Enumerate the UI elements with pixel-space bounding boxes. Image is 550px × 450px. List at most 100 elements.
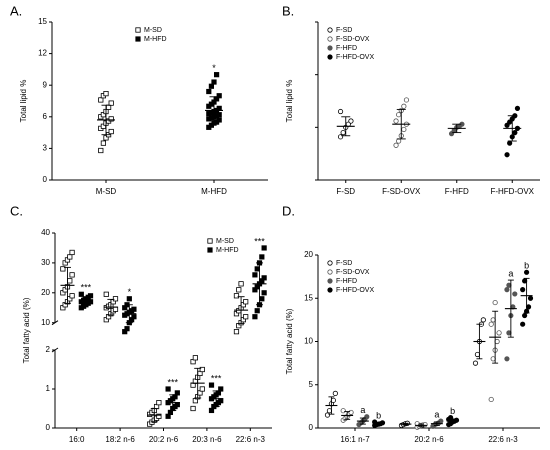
data-point [216, 112, 222, 118]
y-tick-label: 10 [304, 337, 313, 346]
y-tick-label: 0 [43, 175, 48, 184]
legend-marker [327, 260, 333, 266]
data-point [199, 386, 205, 392]
data-point [337, 134, 344, 140]
data-point [192, 355, 198, 361]
y-tick-label: 40 [41, 228, 50, 237]
data-point [131, 314, 137, 320]
y-tick-label: 2 [46, 345, 51, 354]
data-point [233, 329, 240, 335]
data-point [340, 408, 346, 414]
data-point [504, 286, 510, 293]
data-point [156, 413, 162, 419]
x-tick-label: M-HFD [201, 187, 227, 196]
y-axis-label: Total fatty acid (%) [22, 297, 31, 363]
data-point [514, 105, 521, 111]
data-point [98, 97, 104, 103]
legend-marker [327, 278, 333, 284]
y-tick-label: 10 [41, 318, 50, 327]
data-point [98, 147, 104, 154]
legend-label: M-SD [216, 238, 234, 245]
data-point [216, 117, 222, 123]
data-point [103, 91, 109, 97]
x-tick-label: 18:2 n-6 [105, 435, 135, 444]
x-tick-label: 16:1 n-7 [340, 435, 370, 444]
data-point [60, 266, 66, 272]
data-point [393, 118, 399, 124]
data-point [156, 400, 162, 406]
x-tick-label: F-HFD-OVX [490, 187, 534, 196]
y-tick-label: 5 [309, 380, 314, 389]
legend-marker [207, 247, 213, 253]
data-point [206, 88, 212, 95]
data-point [208, 83, 214, 89]
data-point [243, 314, 249, 320]
x-tick-label: 20:2 n-6 [149, 435, 179, 444]
legend-marker [327, 54, 333, 60]
data-point [504, 152, 510, 158]
significance-label: *** [167, 377, 178, 387]
data-point [472, 360, 479, 366]
axis-break [51, 320, 59, 326]
y-axis-label: Total fatty acid (%) [285, 308, 294, 374]
y-tick-label: 0 [309, 423, 314, 432]
y-tick-label: 15 [38, 17, 47, 26]
data-point [131, 306, 137, 312]
data-point [504, 356, 510, 362]
x-tick-label: F-HFD [445, 187, 469, 196]
data-point [112, 306, 119, 312]
data-point [254, 266, 260, 272]
data-point [480, 317, 486, 323]
legend-marker [327, 45, 333, 51]
significance-label: *** [254, 236, 265, 246]
x-tick-label: 22:6 n-3 [488, 435, 518, 444]
data-point [69, 249, 75, 256]
significance-label: *** [81, 283, 92, 293]
legend-label: M-HFD [216, 247, 239, 254]
data-point [522, 312, 528, 319]
data-point [340, 130, 346, 136]
data-point [233, 293, 240, 299]
x-tick-label: M-SD [96, 187, 117, 196]
legend-label: F-SD [336, 27, 352, 34]
significance-label: a [360, 405, 365, 415]
data-point [87, 293, 94, 299]
significance-label: b [376, 410, 381, 420]
data-point [108, 116, 114, 122]
legend-label: M-SD [144, 27, 162, 34]
data-point [190, 405, 196, 412]
legend-marker [327, 287, 333, 293]
data-point [512, 291, 518, 297]
significance-label: * [212, 63, 216, 73]
data-point [252, 272, 258, 278]
legend-marker [327, 27, 333, 33]
data-point [527, 295, 534, 301]
data-point [108, 100, 114, 106]
significance-label: *** [211, 373, 222, 383]
data-point [337, 108, 344, 115]
data-point [103, 291, 109, 297]
data-point [520, 286, 526, 293]
axis-break [51, 347, 59, 353]
y-tick-label: 1 [46, 384, 51, 393]
data-point [126, 296, 132, 302]
data-point [254, 308, 260, 314]
legend-label: M-HFD [144, 36, 167, 43]
data-point [218, 386, 224, 392]
data-point [348, 118, 354, 124]
panel-label: B. [282, 3, 294, 18]
y-tick-label: 20 [41, 288, 50, 297]
x-tick-label: 20:3 n-6 [192, 435, 222, 444]
data-point [492, 299, 498, 306]
legend-marker [327, 36, 333, 42]
data-point [403, 97, 410, 103]
data-point [259, 254, 265, 260]
data-point [112, 296, 119, 302]
data-point [520, 321, 526, 327]
data-point [208, 382, 215, 388]
data-point [512, 130, 518, 136]
y-tick-label: 20 [304, 250, 313, 259]
x-tick-label: 22:6 n-3 [236, 435, 266, 444]
data-point [236, 287, 242, 293]
data-point [507, 140, 513, 146]
